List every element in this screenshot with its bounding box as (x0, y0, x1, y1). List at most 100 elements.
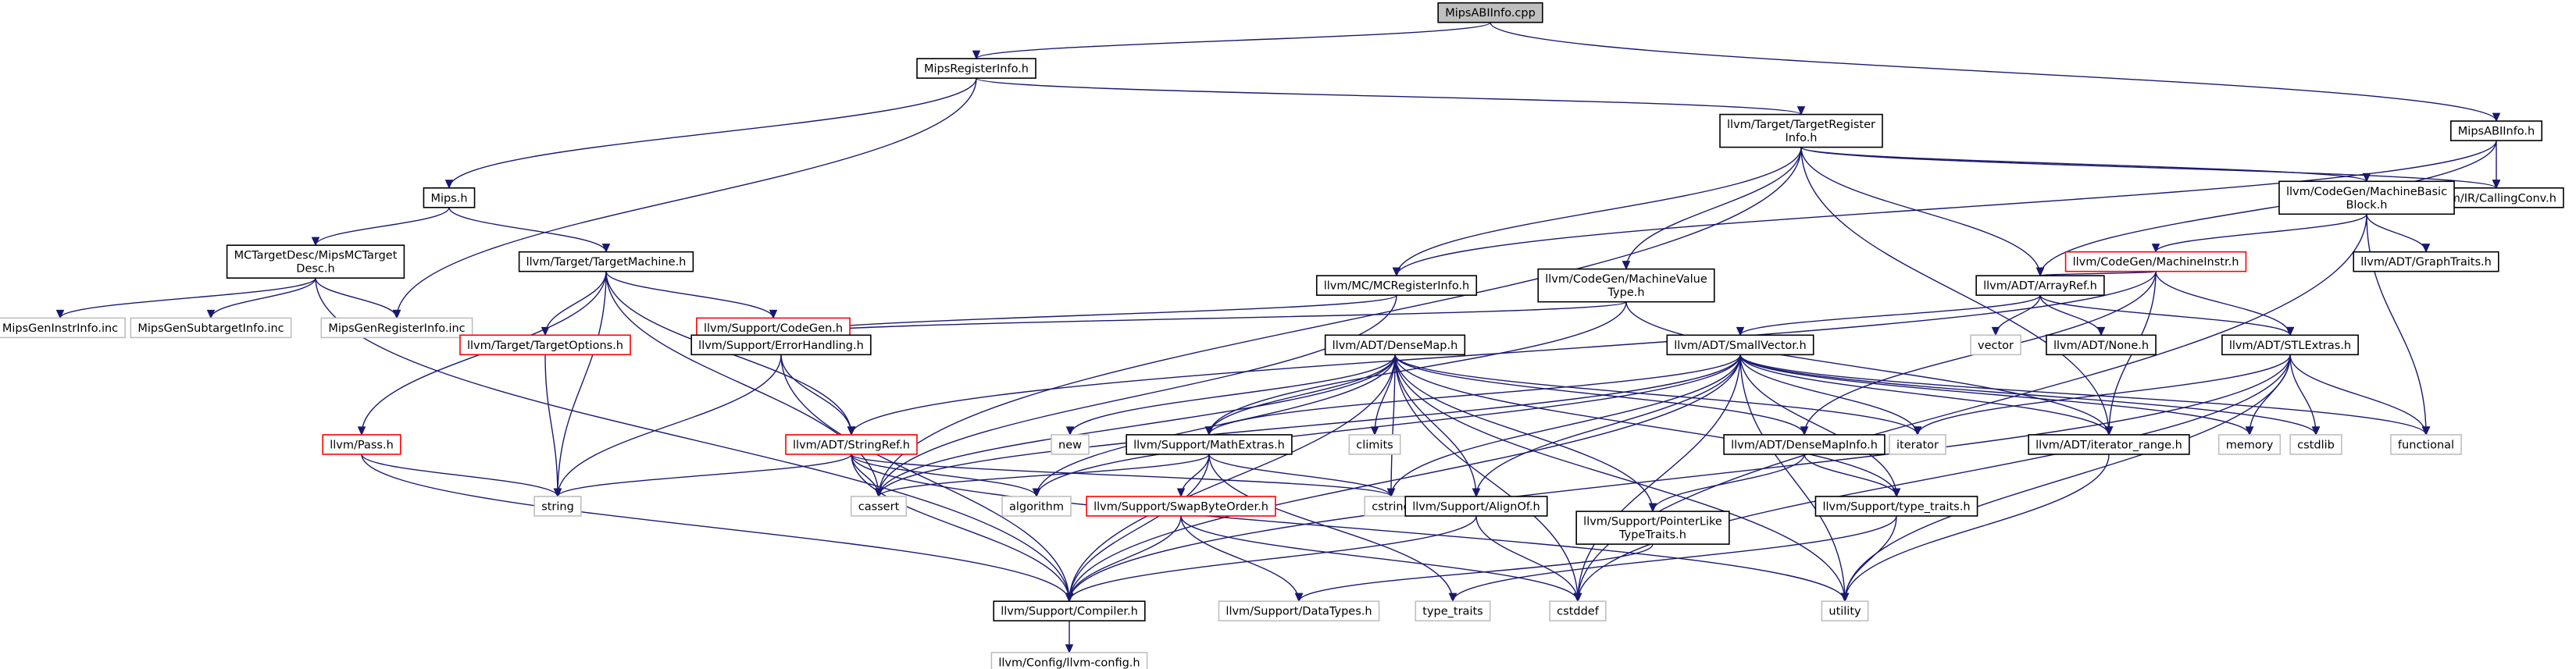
node-label: iterator (1896, 439, 1939, 451)
edge-line (557, 354, 782, 496)
node-mi[interactable]: llvm/CodeGen/MachineInstr.h (2064, 251, 2247, 272)
edge-line (1739, 354, 1897, 496)
edge-line (1208, 354, 1741, 436)
edge-dm-to-cassert (874, 354, 1396, 498)
node-sv[interactable]: llvm/ADT/SmallVector.h (1666, 334, 1814, 356)
node-box (533, 496, 582, 517)
node-to[interactable]: llvm/Target/TargetOptions.h (459, 334, 631, 356)
node-label: cstdlib (2297, 439, 2335, 451)
node-pass[interactable]: llvm/Pass.h (322, 434, 401, 455)
edge-sv-to-ao (1472, 354, 1741, 498)
edge-line (1298, 543, 1654, 602)
node-label: llvm/CodeGen/MachineValue (1545, 273, 1707, 286)
node-box (459, 334, 631, 356)
edge-sv-to-cstdlib (1739, 354, 2321, 436)
edge-mbb-to-gt (2366, 214, 2431, 253)
node-mips[interactable]: Mips.h (423, 187, 476, 208)
node-label: cstring (1372, 500, 1411, 513)
edge-arrowhead (1648, 503, 1657, 513)
node-sr[interactable]: llvm/ADT/StringRef.h (785, 434, 918, 455)
edge-line (780, 354, 1070, 602)
node-comp[interactable]: llvm/Support/Compiler.h (993, 600, 1146, 622)
node-type_traits: type_traits (1415, 600, 1491, 622)
node-box (1086, 496, 1276, 517)
node-box (2028, 434, 2190, 455)
node-label: MipsGenInstrInfo.inc (2, 322, 118, 335)
edge-arrowhead (1622, 261, 1631, 270)
edge-mips-to-mctd (311, 207, 450, 247)
edge-mri-to-gri (392, 78, 977, 319)
node-gt[interactable]: llvm/ADT/GraphTraits.h (2353, 251, 2499, 272)
node-root[interactable]: MipsABIInfo.cpp (1437, 2, 1543, 23)
edge-line (1396, 147, 1802, 276)
edge-mvt-to-itr (1625, 301, 2114, 436)
node-mri[interactable]: MipsRegisterInfo.h (916, 58, 1036, 79)
node-label: llvm/Target/TargetOptions.h (467, 340, 623, 352)
node-box (1889, 434, 1946, 455)
edge-tri-to-mcri (1392, 147, 1802, 277)
edge-ste-to-utility (1840, 354, 2291, 603)
node-box (0, 317, 126, 339)
node-box (320, 317, 473, 339)
node-tm[interactable]: llvm/Target/TargetMachine.h (518, 251, 694, 272)
edge-ste-to-cstdlib (2289, 354, 2321, 436)
edge-arrowhead (311, 237, 320, 247)
node-itr[interactable]: llvm/ADT/iterator_range.h (2028, 434, 2190, 455)
node-none[interactable]: llvm/ADT/None.h (2046, 334, 2157, 356)
node-dmi[interactable]: llvm/ADT/DenseMapInfo.h (1723, 434, 1886, 455)
node-label: llvm/ADT/DenseMapInfo.h (1731, 439, 1878, 451)
edge-tm-to-string (553, 271, 607, 498)
edge-tt-to-type_traits (1448, 515, 1897, 603)
edge-line (976, 77, 1802, 116)
edge-arrowhead (357, 426, 366, 436)
edge-me-to-cassert (874, 454, 1210, 498)
edge-arrowhead (1472, 488, 1481, 498)
node-ar[interactable]: llvm/ADT/ArrayRef.h (1975, 275, 2105, 296)
edge-sbo-to-dt (1180, 515, 1304, 603)
edge-line (1739, 354, 2427, 436)
node-label: llvm/MC/MCRegisterInfo.h (1324, 280, 1470, 293)
node-eh[interactable]: llvm/Support/ErrorHandling.h (690, 334, 872, 356)
node-sbo[interactable]: llvm/Support/SwapByteOrder.h (1086, 496, 1276, 517)
edge-line (1208, 354, 1396, 435)
node-ao[interactable]: llvm/Support/AlignOf.h (1404, 496, 1548, 517)
edge-line (557, 271, 607, 496)
edge-arrowhead (972, 50, 981, 60)
edge-line (557, 454, 852, 497)
edge-line (780, 301, 1627, 336)
node-box (993, 600, 1146, 622)
edge-line (544, 354, 558, 496)
edge-line (448, 78, 977, 188)
node-scg[interactable]: llvm/Support/CodeGen.h (696, 317, 851, 339)
edge-tt-to-utility (1840, 515, 1897, 603)
edge-line (851, 454, 1392, 497)
node-mcri[interactable]: llvm/MC/MCRegisterInfo.h (1315, 275, 1478, 296)
node-me[interactable]: llvm/Support/MathExtras.h (1126, 434, 1293, 455)
edge-arrowhead (1204, 426, 1214, 436)
edge-arrowhead (1065, 644, 1074, 654)
edge-line (1475, 515, 1579, 602)
edge-arrowhead (1392, 267, 1401, 277)
node-tt[interactable]: llvm/Support/type_traits.h (1814, 496, 1978, 517)
node-dm[interactable]: llvm/ADT/DenseMap.h (1324, 334, 1466, 356)
node-abih[interactable]: MipsABIInfo.h (2449, 120, 2543, 141)
edge-line (1208, 454, 1454, 602)
node-ste[interactable]: llvm/ADT/STLExtras.h (2221, 334, 2359, 356)
edge-comp-to-cfg (1065, 621, 1074, 654)
edge-tm-to-scg (605, 271, 778, 319)
node-label: llvm/Support/Compiler.h (1001, 606, 1138, 618)
edge-root-to-abih (1490, 22, 2501, 123)
node-box (1719, 113, 1883, 148)
edge-root-to-mri (972, 22, 1491, 60)
node-label: llvm/Support/CodeGen.h (704, 322, 843, 335)
node-box (2046, 334, 2157, 356)
node-vector: vector (1970, 334, 2021, 356)
edge-arrowhead (2035, 267, 2045, 277)
edge-arrowhead (55, 309, 65, 319)
edge-dm-to-new (1065, 354, 1396, 436)
